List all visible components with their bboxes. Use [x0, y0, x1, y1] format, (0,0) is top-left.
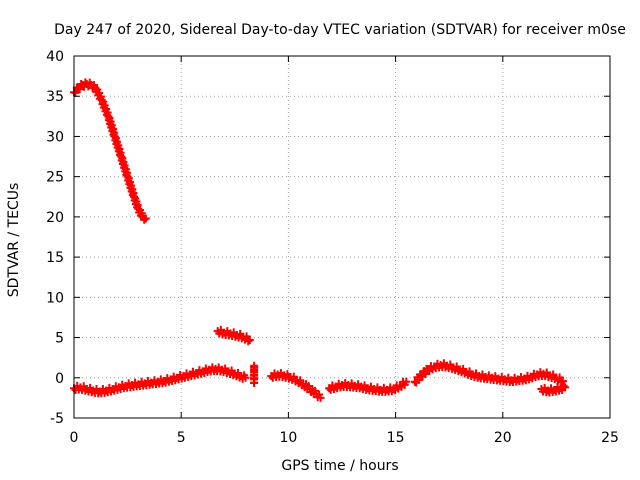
plot-frame	[73, 55, 611, 419]
series-segment-3	[213, 325, 254, 346]
data-point	[421, 369, 430, 378]
series-segment-5	[267, 368, 325, 402]
x-tick-label: 20	[494, 430, 512, 446]
y-axis-label: SDTVAR / TECUs	[6, 183, 22, 298]
series-segment-8	[537, 381, 569, 397]
data-point	[296, 376, 305, 385]
data-point	[414, 375, 423, 384]
series-segment-7	[410, 359, 567, 387]
x-tick-label: 0	[70, 430, 79, 446]
y-tick-label: -5	[50, 411, 64, 427]
y-tick-label: 15	[46, 250, 64, 266]
data-point	[241, 373, 250, 382]
data-point	[402, 377, 411, 386]
data-point	[75, 85, 84, 94]
y-tick-label: 40	[46, 49, 64, 65]
series-segment-2	[70, 363, 250, 398]
series-segment-1	[70, 78, 150, 224]
data-point	[560, 383, 569, 392]
y-tick-label: 20	[46, 210, 64, 226]
data-point	[141, 214, 150, 223]
data-point	[316, 393, 325, 402]
y-tick-label: 5	[55, 331, 64, 347]
data-point	[140, 215, 149, 224]
data-point	[245, 335, 254, 344]
data-point	[395, 381, 404, 390]
x-tick-label: 10	[279, 430, 297, 446]
chart-title: Day 247 of 2020, Sidereal Day-to-day VTE…	[54, 22, 626, 38]
y-tick-label: 25	[46, 170, 64, 186]
y-tick-label: 30	[46, 129, 64, 145]
x-axis-label: GPS time / hours	[281, 458, 398, 474]
data-point	[71, 88, 80, 97]
data-markers	[70, 78, 569, 402]
series-segment-4	[250, 361, 259, 388]
x-tick-label: 25	[601, 430, 619, 446]
series-segment-6	[325, 377, 411, 396]
y-tick-label: 10	[46, 290, 64, 306]
y-tick-label: 0	[55, 371, 64, 387]
y-tick-label: 35	[46, 89, 64, 105]
axis-ticks: 0 5 10 15 20 25 -5 0 5 10 15 20 25 30 35 40	[46, 49, 619, 446]
data-point	[244, 337, 253, 346]
data-point	[250, 378, 259, 387]
x-tick-label: 5	[177, 430, 186, 446]
x-tick-label: 15	[387, 430, 405, 446]
grid	[74, 56, 610, 418]
